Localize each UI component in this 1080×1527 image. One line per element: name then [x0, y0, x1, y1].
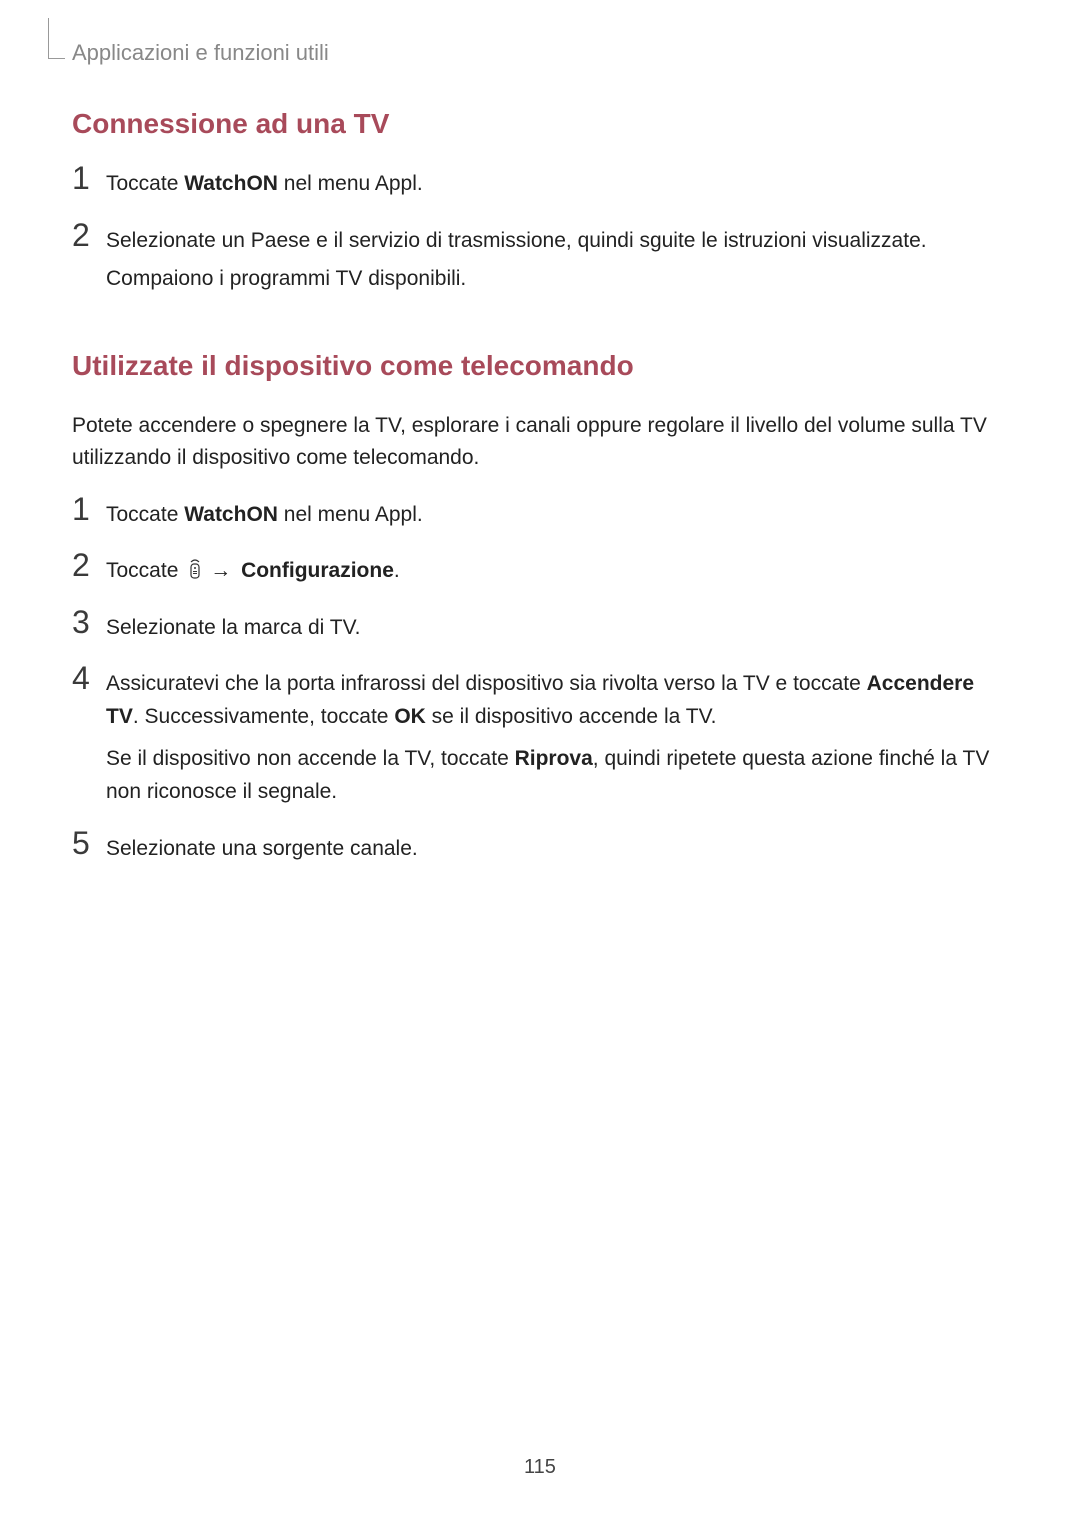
step-text: Compaiono i programmi TV disponibili. — [106, 263, 1008, 296]
step-bold: WatchON — [184, 503, 278, 526]
section2-intro: Potete accendere o spegnere la TV, esplo… — [72, 410, 1008, 475]
step-text: Selezionate la marca di TV. — [106, 612, 1008, 645]
step-text: nel menu Appl. — [278, 503, 423, 526]
section1-title: Connessione ad una TV — [72, 108, 1008, 140]
step-bold: OK — [394, 705, 426, 728]
step-text: nel menu Appl. — [278, 172, 423, 195]
page-number: 115 — [0, 1456, 1080, 1479]
step-text: Toccate — [106, 503, 184, 526]
section2-step-3: 3 Selezionate la marca di TV. — [72, 612, 1008, 651]
section2-title: Utilizzate il dispositivo come telecoman… — [72, 350, 1008, 382]
margin-mark — [48, 18, 65, 59]
step-number: 1 — [72, 493, 106, 525]
section2-step-1: 1 Toccate WatchON nel menu Appl. — [72, 499, 1008, 538]
remote-icon — [188, 559, 202, 579]
step-text: . — [394, 559, 400, 582]
step-number: 4 — [72, 662, 106, 694]
step-text: Toccate — [106, 172, 184, 195]
step-number: 2 — [72, 549, 106, 581]
step-text: Toccate — [106, 559, 184, 582]
step-text: Se il dispositivo non accende la TV, toc… — [106, 747, 515, 770]
section2-step-5: 5 Selezionate una sorgente canale. — [72, 833, 1008, 872]
section2-step-4: 4 Assicuratevi che la porta infrarossi d… — [72, 668, 1008, 814]
step-bold: Configurazione — [241, 559, 394, 582]
section1-step-1: 1 Toccate WatchON nel menu Appl. — [72, 168, 1008, 207]
step-text: Selezionate un Paese e il servizio di tr… — [106, 225, 1008, 258]
step-text: se il dispositivo accende la TV. — [426, 705, 717, 728]
step-bold: Riprova — [515, 747, 593, 770]
step-text: Assicuratevi che la porta infrarossi del… — [106, 672, 867, 695]
step-number: 2 — [72, 219, 106, 251]
step-bold: WatchON — [184, 172, 278, 195]
section1-step-2: 2 Selezionate un Paese e il servizio di … — [72, 225, 1008, 302]
step-text: Selezionate una sorgente canale. — [106, 833, 1008, 866]
arrow-icon: → — [210, 559, 231, 582]
step-number: 3 — [72, 606, 106, 638]
step-number: 5 — [72, 827, 106, 859]
section2-step-2: 2 Toccate → Configurazione. — [72, 555, 1008, 594]
step-text: . Successivamente, toccate — [133, 705, 394, 728]
page-header: Applicazioni e funzioni utili — [72, 40, 329, 66]
step-number: 1 — [72, 162, 106, 194]
